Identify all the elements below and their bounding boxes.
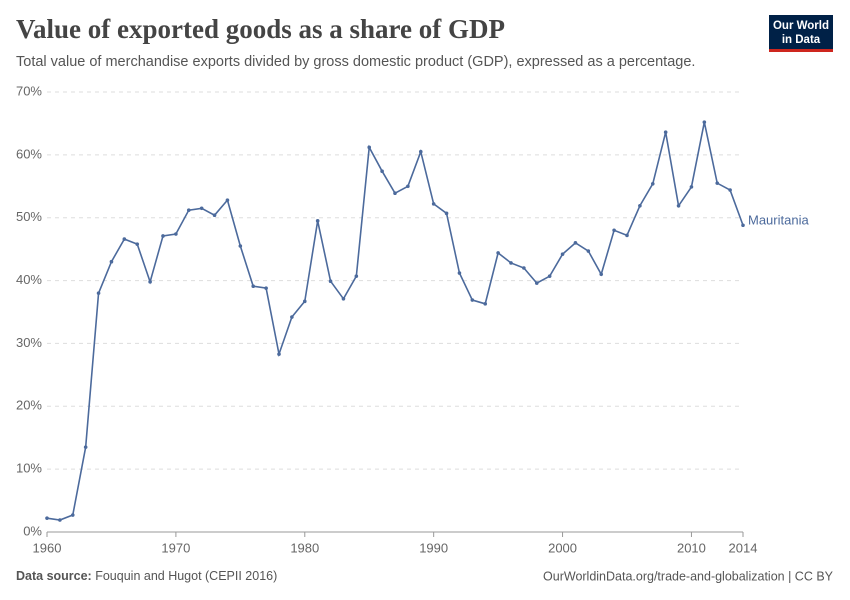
point (522, 266, 526, 270)
point (431, 202, 436, 206)
point (290, 315, 294, 319)
point (380, 169, 384, 173)
point (496, 251, 500, 255)
y-tick-label: 50% (16, 209, 42, 224)
logo-text: in Data (782, 34, 821, 46)
point (560, 252, 565, 256)
logo-text: Our World (773, 20, 829, 32)
point (625, 233, 629, 238)
y-tick-label: 20% (16, 398, 42, 413)
point (689, 185, 694, 189)
point (547, 274, 552, 278)
point (225, 198, 230, 202)
point (599, 272, 604, 277)
source: Fouquin and Hugot (CEPII 2016) (95, 569, 277, 583)
point (418, 149, 423, 154)
point (174, 232, 178, 236)
x-tick-label: 2000 (548, 540, 577, 555)
x-tick-label: 1970 (161, 540, 190, 555)
point (573, 241, 578, 245)
point (612, 228, 616, 233)
chart-title: Value of exported goods as a share of GD… (16, 14, 505, 44)
logo-box (769, 15, 833, 52)
point (728, 188, 732, 192)
point (509, 261, 513, 265)
point (70, 513, 75, 517)
point (444, 211, 449, 216)
source-label: Data source: (16, 569, 92, 583)
x-tick-label: 1960 (33, 540, 62, 555)
point (315, 219, 320, 223)
point (367, 145, 372, 150)
y-tick-label: 70% (16, 83, 42, 98)
point (109, 259, 114, 264)
logo-bar (769, 49, 833, 52)
point (161, 234, 165, 238)
point (470, 298, 475, 302)
point (676, 203, 681, 208)
point (650, 181, 655, 186)
point (406, 184, 410, 189)
x-tick-label: 1980 (290, 540, 319, 555)
point (702, 120, 707, 124)
point (277, 352, 281, 356)
line (46, 122, 744, 521)
point (393, 191, 397, 195)
y-tick-label: 60% (16, 146, 42, 161)
point (135, 242, 140, 246)
chart-subtitle: Total value of merchandise exports divid… (16, 54, 695, 70)
logo[interactable]: Our World in Data (769, 15, 833, 52)
point (58, 518, 62, 522)
footer-source: Data source: Fouquin and Hugot (CEPII 20… (16, 569, 277, 583)
x-tick-label: 2014 (729, 540, 758, 555)
point (534, 281, 539, 285)
point (212, 213, 217, 217)
point (341, 297, 346, 301)
y-tick-label: 0% (23, 523, 42, 538)
point (238, 244, 243, 248)
point (638, 203, 642, 208)
point (251, 284, 256, 289)
point (122, 237, 127, 241)
point (741, 223, 745, 228)
point (83, 445, 88, 449)
point (264, 286, 268, 290)
point (186, 208, 191, 212)
point (199, 206, 204, 211)
point (586, 249, 591, 253)
point (328, 279, 333, 284)
point (483, 302, 488, 306)
point (45, 516, 49, 520)
point (354, 274, 359, 278)
point (457, 271, 462, 275)
point (148, 280, 152, 284)
point (302, 299, 307, 304)
y-tick-label: 30% (16, 335, 42, 350)
series-label: Mauritania (748, 213, 809, 228)
footer-url[interactable]: OurWorldinData.org/trade-and-globalizati… (543, 569, 834, 583)
y-tick-label: 10% (16, 461, 42, 476)
x-tick-label: 1990 (419, 540, 448, 555)
point (663, 130, 668, 135)
y-tick-label: 40% (16, 272, 42, 287)
point (96, 291, 101, 295)
x-tick-label: 2010 (677, 540, 706, 555)
point (715, 181, 720, 185)
